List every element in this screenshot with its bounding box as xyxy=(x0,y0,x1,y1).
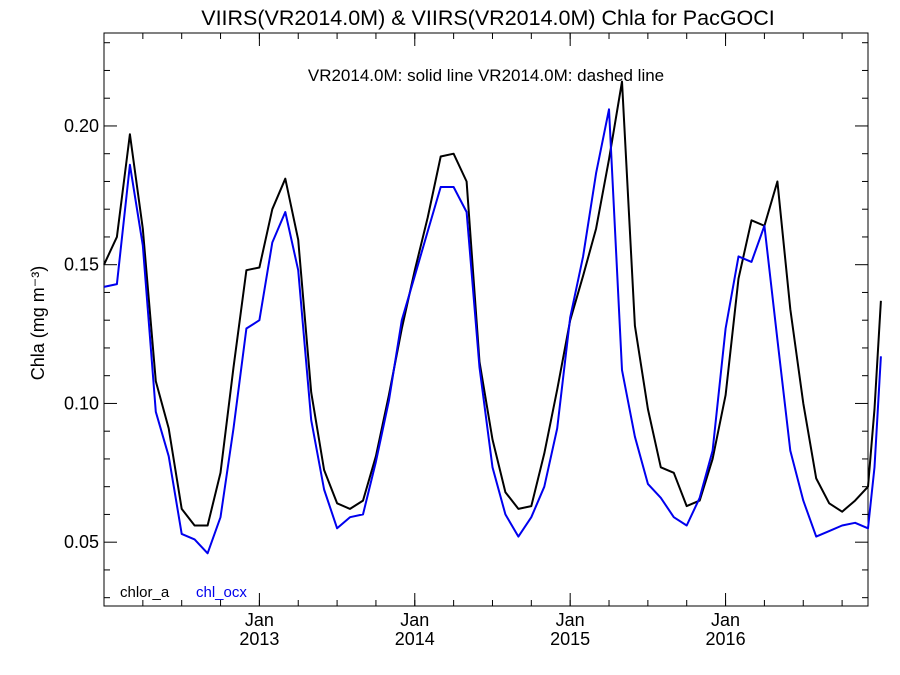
y-tick-label: 0.05 xyxy=(64,532,99,552)
series-line-chl-ocx xyxy=(103,108,882,555)
x-tick-year: 2013 xyxy=(239,629,279,649)
legend-item-chlor-a: chlor_a xyxy=(120,584,170,601)
x-tick-month: Jan xyxy=(400,610,429,630)
y-tick-label: 0.15 xyxy=(64,255,99,275)
legend-item-chl-ocx: chl_ocx xyxy=(196,584,247,601)
x-tick-month: Jan xyxy=(556,610,585,630)
chart-subtitle: VR2014.0M: solid line VR2014.0M: dashed … xyxy=(308,66,664,85)
y-ticks: 0.05 0.10 0.15 0.20 xyxy=(64,42,868,599)
x-tick-month: Jan xyxy=(711,610,740,630)
legend: chlor_a chl_ocx xyxy=(120,584,247,601)
x-tick-year: 2016 xyxy=(706,629,746,649)
chart-title: VIIRS(VR2014.0M) & VIIRS(VR2014.0M) Chla… xyxy=(201,6,775,30)
series-line-chlor-a xyxy=(103,80,882,527)
series-lines xyxy=(103,80,882,555)
x-tick-month: Jan xyxy=(245,610,274,630)
plot-frame xyxy=(103,32,869,607)
plot-area: 0.050.100.150.20 Jan2013Jan2014Jan2015Ja… xyxy=(64,32,882,649)
y-axis-label: Chla (mg m⁻³) xyxy=(28,266,48,381)
x-tick-year: 2015 xyxy=(550,629,590,649)
y-tick-label: 0.20 xyxy=(64,116,99,136)
x-tick-year: 2014 xyxy=(395,629,435,649)
y-tick-label: 0.10 xyxy=(64,393,99,413)
